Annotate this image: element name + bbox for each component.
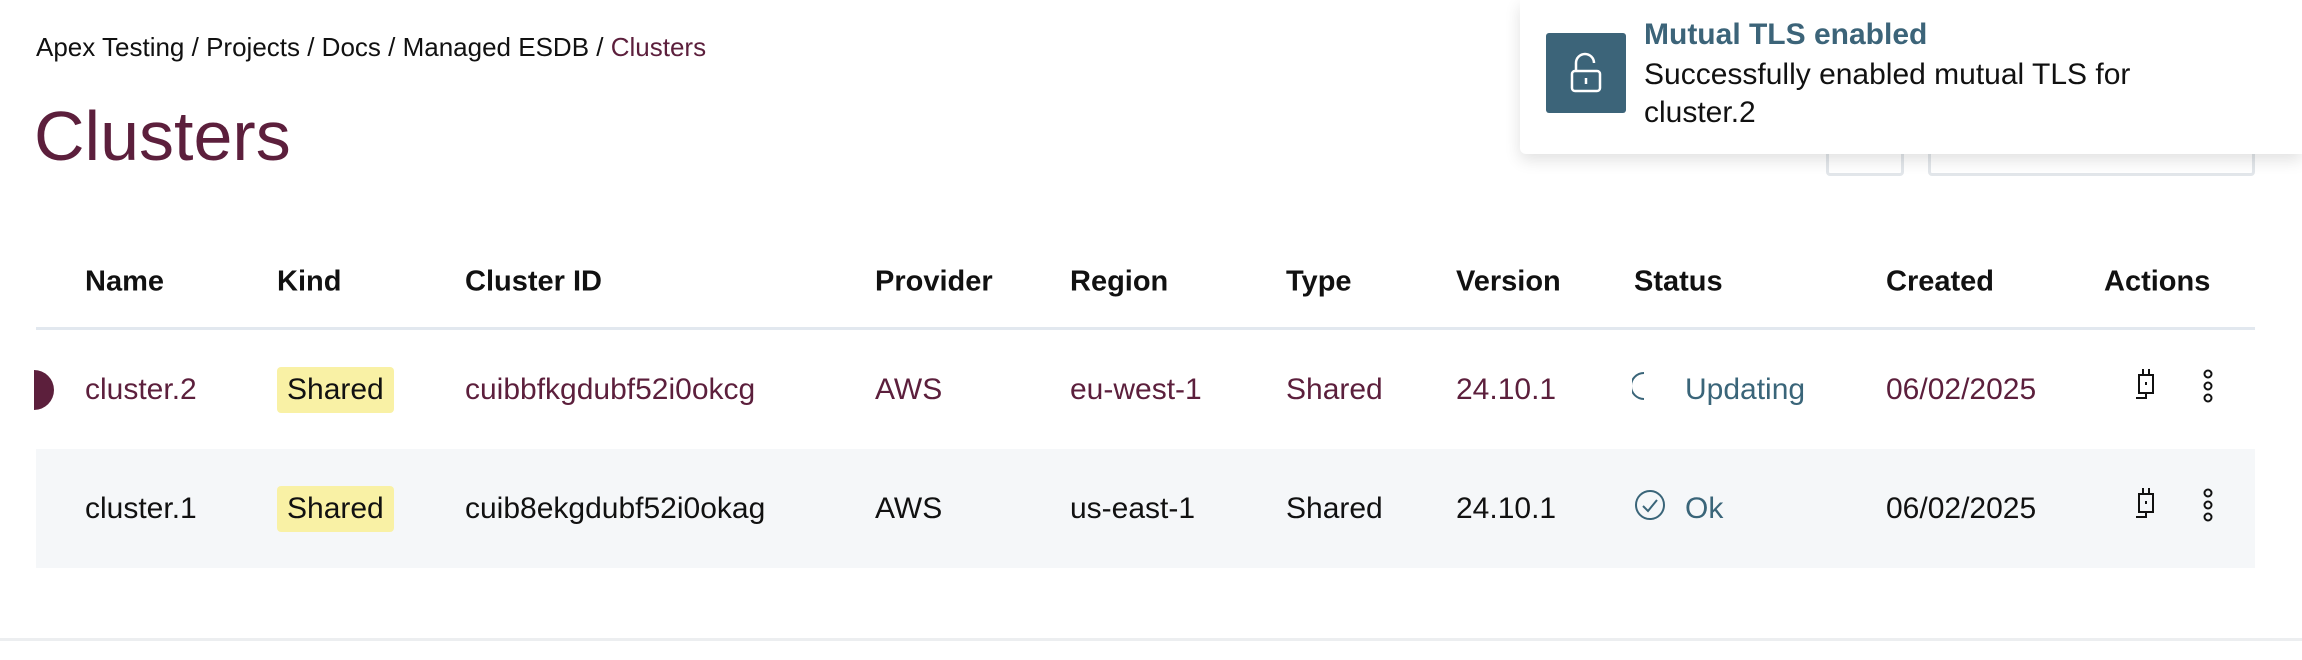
header-provider[interactable]: Provider: [875, 265, 993, 297]
header-type[interactable]: Type: [1286, 265, 1352, 297]
breadcrumb-separator: /: [589, 32, 611, 62]
page-title: Clusters: [34, 97, 291, 175]
status-text: Ok: [1685, 491, 1724, 525]
toast-message: Successfully enabled mutual TLS for clus…: [1644, 58, 2131, 129]
selected-row-indicator: [34, 369, 54, 410]
clusters-table: Name Kind Cluster ID Provider Region Typ…: [34, 236, 2255, 568]
check-circle-icon: [1634, 489, 1666, 529]
spinner-icon: [1630, 369, 1662, 411]
type: Shared: [1286, 491, 1383, 525]
more-options-icon[interactable]: [2201, 368, 2215, 412]
breadcrumb-item[interactable]: Managed ESDB: [402, 32, 590, 62]
table-header: Name Kind Cluster ID Provider Region Typ…: [36, 236, 2255, 330]
connect-icon[interactable]: [2132, 486, 2162, 532]
connect-icon[interactable]: [2132, 367, 2162, 413]
unlock-icon: [1546, 33, 1626, 113]
breadcrumb-item[interactable]: Docs: [321, 32, 381, 62]
breadcrumb-item[interactable]: Apex Testing: [36, 32, 185, 62]
region: us-east-1: [1070, 491, 1196, 525]
table-row[interactable]: cluster.1 Shared cuib8ekgdubf52i0okag AW…: [36, 449, 2255, 568]
breadcrumb-separator: /: [184, 32, 207, 62]
header-actions: Actions: [2104, 265, 2211, 297]
breadcrumb-separator: /: [300, 32, 322, 62]
kind-badge: Shared: [277, 485, 394, 532]
provider: AWS: [875, 491, 943, 525]
more-options-icon[interactable]: [2201, 487, 2215, 531]
table-row[interactable]: cluster.2 Shared cuibbfkgdubf52i0okcg AW…: [34, 330, 2255, 449]
footer-divider: [0, 638, 2302, 641]
version: 24.10.1: [1456, 372, 1557, 406]
header-version[interactable]: Version: [1456, 265, 1561, 297]
header-cluster-id[interactable]: Cluster ID: [465, 265, 602, 297]
header-name[interactable]: Name: [85, 265, 164, 297]
breadcrumb-separator: /: [380, 32, 403, 62]
cluster-id: cuibbfkgdubf52i0okcg: [465, 372, 756, 406]
type: Shared: [1286, 372, 1383, 406]
kind-badge: Shared: [277, 366, 394, 413]
created-date: 06/02/2025: [1886, 491, 2037, 525]
breadcrumb-current: Clusters: [610, 32, 707, 62]
header-created[interactable]: Created: [1886, 265, 1994, 297]
cluster-name[interactable]: cluster.2: [85, 372, 197, 406]
header-status[interactable]: Status: [1634, 265, 1723, 297]
header-region[interactable]: Region: [1070, 265, 1169, 297]
breadcrumb-item[interactable]: Projects: [206, 32, 300, 62]
cluster-name[interactable]: cluster.1: [85, 491, 197, 525]
cluster-id: cuib8ekgdubf52i0okag: [465, 491, 766, 525]
toast-title: Mutual TLS enabled: [1644, 18, 1928, 51]
provider: AWS: [875, 372, 943, 406]
region: eu-west-1: [1070, 372, 1202, 406]
header-kind[interactable]: Kind: [277, 265, 342, 297]
created-date: 06/02/2025: [1886, 372, 2037, 406]
version: 24.10.1: [1456, 491, 1557, 525]
breadcrumb: Apex Testing / Projects / Docs / Managed…: [36, 32, 706, 63]
status-text: Updating: [1685, 372, 1806, 406]
toast-notification[interactable]: Mutual TLS enabled Successfully enabled …: [1520, 0, 2302, 154]
